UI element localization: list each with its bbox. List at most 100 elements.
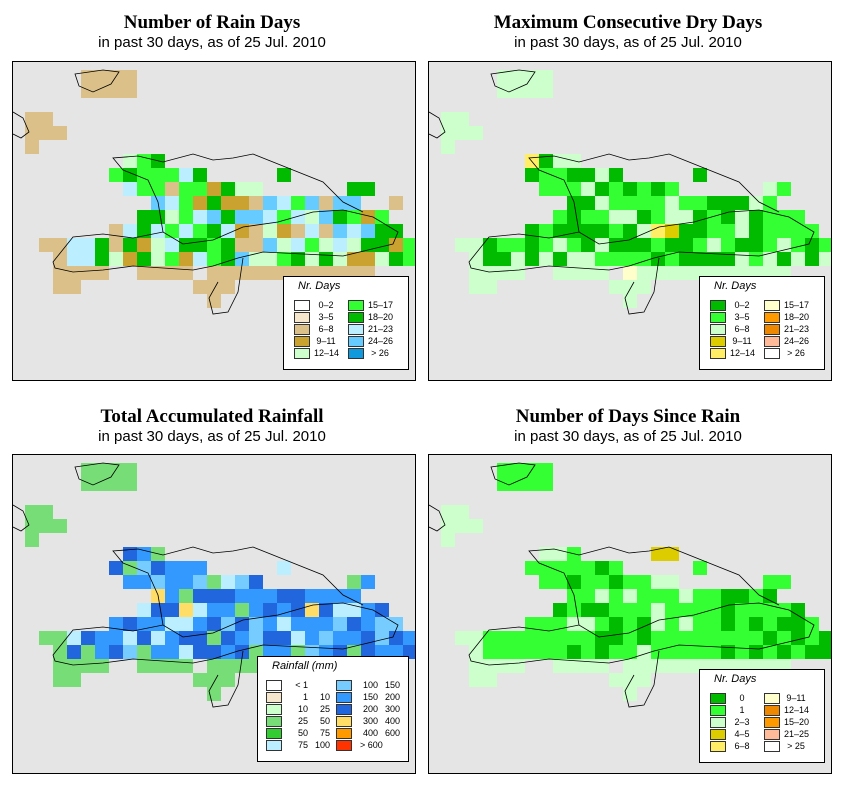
legend-swatch: [294, 299, 310, 311]
grid-cell: [53, 631, 67, 645]
grid-cell: [277, 196, 291, 210]
grid-cell: [123, 617, 137, 631]
grid-cell: [39, 112, 53, 126]
grid-cell: [469, 519, 483, 533]
grid-cell: [763, 238, 777, 252]
grid-cell: [651, 659, 665, 673]
grid-cell: [95, 645, 109, 659]
grid-cell-highlight: [665, 547, 679, 561]
legend-title: Nr. Days: [714, 673, 757, 685]
panel-title: Number of Days Since Rain: [515, 406, 741, 427]
legend-swatch: [764, 323, 780, 335]
grid-cell: [511, 645, 525, 659]
legend-entry: 24–26: [348, 335, 393, 347]
grid-cell: [123, 477, 137, 491]
grid-cell: [819, 252, 831, 266]
grid-cell: [749, 603, 763, 617]
grid-cell: [525, 645, 539, 659]
grid-cell: [319, 252, 333, 266]
legend-entry: 0–2: [294, 299, 338, 311]
grid-cell: [165, 266, 179, 280]
grid-cell: [805, 252, 819, 266]
legend-entry: 6–8: [710, 323, 754, 335]
grid-cell: [567, 210, 581, 224]
grid-cell: [553, 659, 567, 673]
grid-cell: [763, 575, 777, 589]
grid-cell: [207, 645, 221, 659]
legend-swatch: [336, 727, 352, 739]
grid-cell: [333, 210, 347, 224]
legend-entry: 10 25: [266, 703, 330, 715]
grid-cell: [791, 252, 805, 266]
grid-cell: [277, 238, 291, 252]
grid-cell: [137, 154, 151, 168]
grid-cell: [305, 589, 319, 603]
grid-cell: [151, 603, 165, 617]
grid-cell: [151, 645, 165, 659]
grid-cell: [291, 196, 305, 210]
grid-cell: [721, 196, 735, 210]
legend-label-low: 1: [302, 692, 308, 702]
grid-cell: [777, 238, 791, 252]
legend-label-high: 200: [384, 692, 400, 702]
grid-cell: [707, 238, 721, 252]
grid-cell: [623, 673, 637, 687]
grid-cell: [763, 603, 777, 617]
grid-cell: [567, 252, 581, 266]
grid-cell: [609, 224, 623, 238]
grid-cell: [609, 196, 623, 210]
grid-cell: [123, 154, 137, 168]
grid-cell: [291, 252, 305, 266]
grid-cell: [553, 252, 567, 266]
legend-label-high: 75: [319, 728, 330, 738]
grid-cell: [249, 210, 263, 224]
grid-cell: [735, 238, 749, 252]
grid-cell: [525, 252, 539, 266]
grid-cell: [693, 589, 707, 603]
grid-cell: [777, 575, 791, 589]
grid-cell: [791, 617, 805, 631]
grid-cell: [361, 238, 375, 252]
grid-cell: [721, 631, 735, 645]
legend-label: 0–2: [734, 300, 750, 310]
grid-cell: [109, 238, 123, 252]
coastline: [490, 462, 536, 486]
grid-cell: [235, 238, 249, 252]
grid-cell: [539, 631, 553, 645]
legend-swatch: [294, 335, 310, 347]
grid-cell: [539, 238, 553, 252]
grid-cell: [165, 252, 179, 266]
map-canvas: [13, 462, 415, 708]
grid-cell: [553, 561, 567, 575]
grid-cell: [249, 196, 263, 210]
grid-cell: [249, 224, 263, 238]
grid-cell: [679, 196, 693, 210]
legend-label: 12–14: [784, 705, 810, 715]
grid-cell: [483, 645, 497, 659]
legend-swatch: [764, 299, 780, 311]
legend-swatch: [710, 323, 726, 335]
grid-cell: [595, 266, 609, 280]
grid-cell: [623, 280, 637, 294]
legend-title: Nr. Days: [714, 280, 757, 292]
coastline: [13, 504, 30, 532]
grid-cell: [179, 196, 193, 210]
legend-entry: 300 400: [336, 715, 400, 727]
grid-cell: [763, 210, 777, 224]
grid-cell: [123, 224, 137, 238]
grid-cell: [665, 252, 679, 266]
grid-cell: [137, 575, 151, 589]
grid-cell: [735, 589, 749, 603]
grid-cell: [221, 224, 235, 238]
grid-cell: [791, 603, 805, 617]
grid-cell: [207, 589, 221, 603]
grid-cell: [123, 182, 137, 196]
grid-cell: [193, 617, 207, 631]
grid-cell: [539, 547, 553, 561]
legend-swatch: [266, 703, 282, 715]
grid-cell: [263, 210, 277, 224]
grid-cell: [221, 210, 235, 224]
grid-cell: [791, 238, 805, 252]
grid-cell: [819, 238, 831, 252]
grid-cell: [361, 182, 375, 196]
